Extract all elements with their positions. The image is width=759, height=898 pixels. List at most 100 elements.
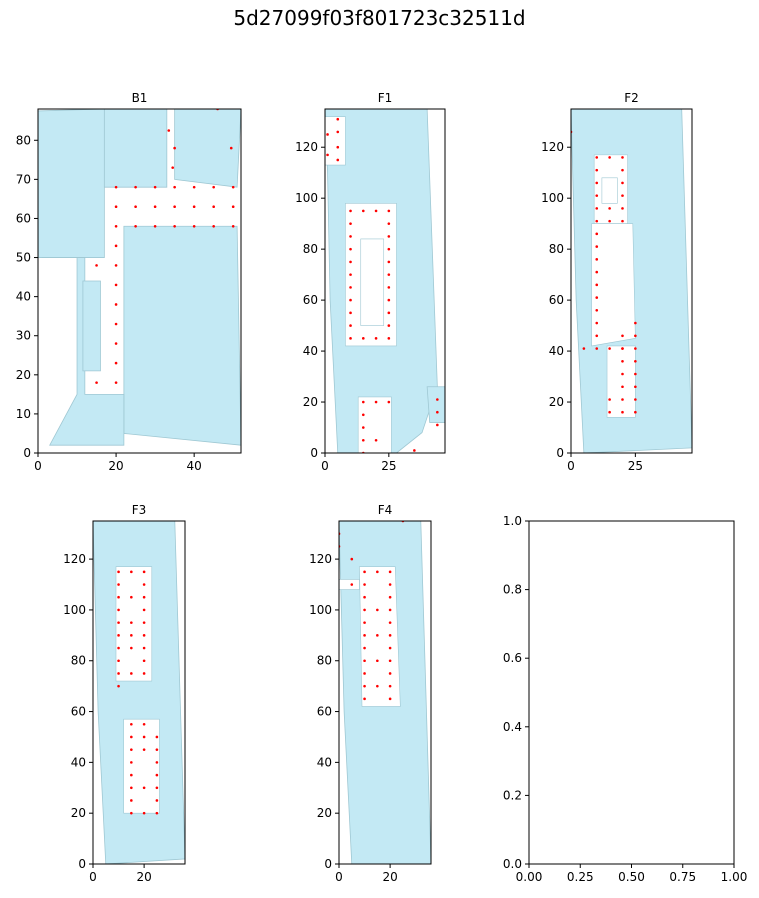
x-tick-label: 20: [382, 870, 397, 884]
data-point: [595, 194, 599, 197]
subplot-f1: 0 25 0 20 40 60 80 100 120 F1: [295, 91, 446, 473]
data-point: [436, 398, 439, 401]
data-point: [192, 205, 196, 209]
axes-frame: [92, 520, 186, 865]
y-tick-label: 20: [549, 395, 564, 409]
data-point: [326, 153, 329, 157]
data-point: [363, 634, 366, 637]
y-tick-label: 30: [16, 329, 31, 343]
data-point: [142, 659, 146, 663]
room-polygon: [174, 109, 241, 188]
data-point: [363, 583, 366, 586]
data-point: [153, 185, 157, 189]
data-point: [173, 224, 176, 228]
axes-frame: [37, 108, 242, 454]
y-tick-label: 120: [295, 140, 318, 154]
data-point: [114, 264, 118, 267]
data-point: [326, 133, 329, 136]
data-point: [130, 773, 133, 777]
data-point: [621, 385, 624, 389]
corridor-area: [325, 116, 346, 166]
room-polygon: [82, 280, 101, 372]
data-point: [621, 219, 624, 223]
data-point: [114, 342, 118, 345]
y-tick-label: 80: [71, 654, 86, 668]
data-point: [114, 322, 118, 326]
data-point: [231, 224, 235, 228]
data-point: [634, 410, 637, 414]
data-point: [387, 286, 391, 289]
data-point: [595, 347, 599, 350]
data-point: [117, 672, 120, 675]
data-point: [387, 209, 391, 213]
data-point: [387, 260, 391, 264]
data-point: [114, 381, 118, 384]
data-point: [117, 583, 120, 586]
data-point: [155, 748, 159, 751]
data-point: [130, 722, 133, 726]
data-point: [117, 570, 120, 574]
data-point: [595, 181, 599, 185]
data-point: [231, 205, 235, 209]
data-point: [95, 264, 98, 267]
data-point: [167, 129, 171, 132]
data-point: [388, 595, 392, 599]
corridor-area: [591, 223, 636, 347]
corridor-area: [606, 345, 636, 418]
y-tick-label: 60: [16, 211, 31, 225]
corridor-area: [359, 566, 401, 707]
data-point: [142, 672, 146, 675]
data-point: [130, 672, 133, 675]
y-tick-label: 0: [556, 446, 564, 460]
data-point: [142, 735, 146, 739]
y-tick-label: 20: [71, 806, 86, 820]
data-point: [142, 608, 146, 612]
data-point: [621, 410, 624, 414]
corridor-area: [339, 579, 360, 590]
y-tick-label: 20: [16, 368, 31, 382]
axes-frame: [570, 108, 693, 454]
data-point: [117, 634, 120, 637]
data-point: [142, 786, 146, 790]
data-point: [595, 321, 599, 325]
data-point: [117, 684, 120, 688]
data-point: [595, 309, 599, 312]
data-point: [142, 646, 146, 650]
plot-area: [339, 521, 431, 864]
data-point: [361, 438, 365, 442]
data-point: [349, 247, 352, 251]
data-point: [363, 595, 366, 599]
axes-frame: [324, 108, 446, 454]
data-point: [117, 595, 120, 599]
data-point: [621, 156, 624, 159]
data-point: [595, 334, 599, 338]
data-point: [229, 146, 233, 150]
data-point: [130, 634, 133, 637]
data-point: [608, 207, 611, 210]
data-point: [634, 321, 637, 325]
data-point: [142, 595, 146, 599]
y-tick-label: 40: [303, 344, 318, 358]
data-point: [413, 449, 416, 452]
data-point: [349, 311, 352, 315]
data-point: [595, 156, 599, 159]
data-point: [388, 634, 392, 637]
data-point: [608, 398, 611, 401]
y-tick-label: 40: [71, 755, 86, 769]
data-point: [634, 359, 637, 363]
data-point: [376, 570, 379, 574]
data-point: [117, 608, 120, 612]
y-tick-label: 0: [324, 857, 332, 871]
y-tick-label: 80: [303, 242, 318, 256]
data-point: [387, 273, 391, 276]
data-point: [595, 207, 599, 210]
data-point: [130, 761, 133, 764]
data-point: [376, 684, 379, 688]
data-point: [336, 130, 340, 134]
data-point: [363, 684, 366, 688]
data-point: [134, 224, 137, 228]
data-point: [363, 570, 366, 574]
x-tick-label: 0.00: [516, 870, 543, 884]
y-tick-label: 50: [16, 251, 31, 265]
data-point: [114, 244, 118, 248]
